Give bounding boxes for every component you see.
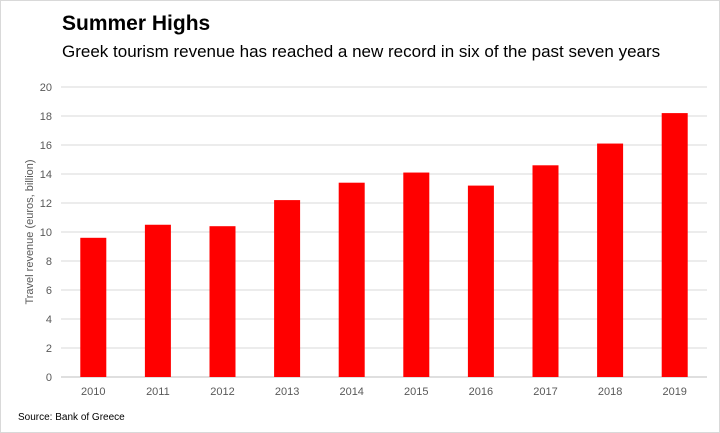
bar-2011 (144, 224, 171, 377)
x-tick-label: 2014 (339, 386, 363, 398)
x-tick-label: 2018 (598, 386, 622, 398)
x-tick-label: 2013 (275, 386, 299, 398)
y-axis-ticks: 0 2 4 6 8 10 12 14 16 18 20 (40, 82, 52, 384)
y-tick-label: 14 (40, 169, 52, 181)
source-note: Source: Bank of Greece (18, 412, 125, 423)
x-tick-label: 2011 (146, 386, 170, 398)
x-tick-label: 2015 (404, 386, 428, 398)
bar-2013 (274, 200, 301, 377)
x-tick-label: 2012 (210, 386, 234, 398)
x-tick-label: 2016 (469, 386, 493, 398)
x-tick-label: 2017 (533, 386, 557, 398)
y-axis-label: Travel revenue (euros, billion) (24, 159, 36, 304)
bar-2016 (467, 185, 494, 377)
y-tick-label: 8 (46, 256, 52, 268)
y-tick-label: 10 (40, 227, 52, 239)
y-tick-label: 6 (46, 285, 52, 297)
bars (80, 113, 688, 377)
y-tick-label: 16 (40, 140, 52, 152)
bar-2015 (403, 172, 430, 377)
y-tick-label: 0 (46, 372, 52, 384)
x-tick-label: 2019 (662, 386, 686, 398)
y-tick-label: 2 (46, 343, 52, 355)
bar-2012 (209, 226, 236, 377)
y-tick-label: 12 (40, 198, 52, 210)
y-tick-label: 20 (40, 82, 52, 94)
bar-2014 (338, 182, 365, 377)
y-tick-label: 4 (46, 314, 52, 326)
x-tick-label: 2010 (81, 386, 105, 398)
x-axis-ticks: 2010 2011 2012 2013 2014 2015 2016 2017 2018 2019 (81, 386, 687, 398)
bar-2010 (80, 237, 107, 377)
y-tick-label: 18 (40, 111, 52, 123)
bar-2019 (661, 113, 688, 377)
chart-title: Summer Highs (62, 12, 211, 35)
bar-2018 (597, 143, 624, 377)
bar-2017 (532, 165, 559, 377)
chart-subtitle: Greek tourism revenue has reached a new … (62, 42, 661, 61)
